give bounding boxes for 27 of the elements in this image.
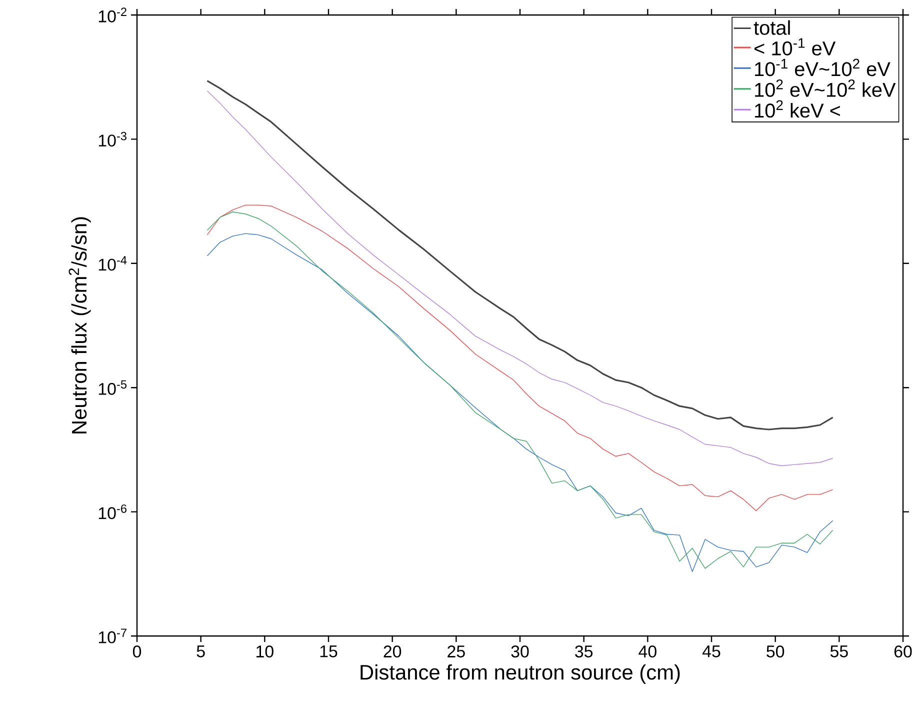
x-tick-label: 60 xyxy=(894,646,912,658)
x-tick-label: 45 xyxy=(702,645,720,658)
x-tick-label: 35 xyxy=(575,646,593,658)
legend-label: 10$^{-1}$ eV~10$^{2}$ eV xyxy=(755,58,890,76)
legend-label: 10$^{2}$ eV~10$^{2}$ keV xyxy=(755,79,896,97)
x-tick-label: 0 xyxy=(132,646,142,658)
y-tick-label: 10$^{-5}$ xyxy=(98,380,127,395)
x-tick-label: 15 xyxy=(320,645,338,658)
x-tick-label: 10 xyxy=(256,646,274,658)
x-tick-label: 20 xyxy=(384,646,402,658)
y-tick-label: 10$^{-3}$ xyxy=(98,132,126,147)
legend-label: 10$^{2}$ keV < xyxy=(755,100,840,118)
y-axis-title: Neutron flux (/cm$^{2}$/s/sn) xyxy=(68,217,91,434)
x-tick-label: 50 xyxy=(766,646,784,658)
legend-label: total xyxy=(754,20,790,35)
legend-label: < 10$^{-1}$ eV xyxy=(754,38,836,56)
x-tick-label: 55 xyxy=(830,645,848,658)
x-tick-label: 30 xyxy=(511,646,529,658)
x-tick-label: 40 xyxy=(638,646,656,658)
x-axis-title: Distance from neutron source (cm) xyxy=(360,664,680,684)
y-tick-label: 10$^{-2}$ xyxy=(98,8,126,22)
y-tick-label: 10$^{-7}$ xyxy=(98,628,126,644)
x-tick-label: 25 xyxy=(448,646,465,658)
line-series xyxy=(206,204,834,512)
y-tick-label: 10$^{-4}$ xyxy=(98,256,127,271)
y-tick-label: 10$^{-6}$ xyxy=(98,504,126,520)
x-tick-label: 5 xyxy=(196,645,205,658)
